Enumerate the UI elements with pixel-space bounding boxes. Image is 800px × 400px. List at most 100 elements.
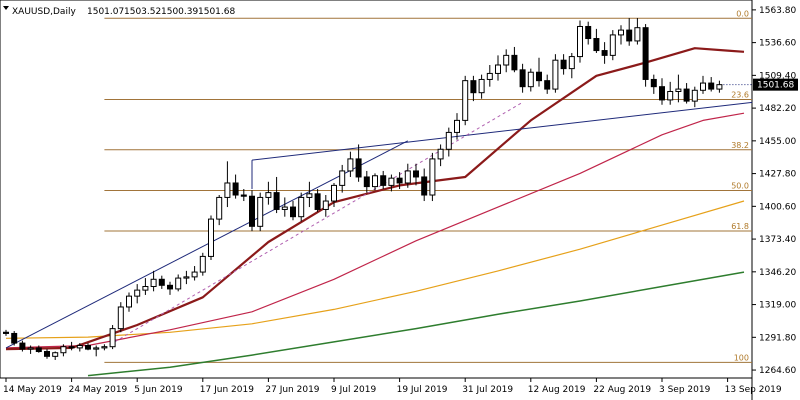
candle-body xyxy=(413,170,419,178)
candle xyxy=(618,25,624,45)
candle-body xyxy=(478,78,485,94)
candle-body xyxy=(429,158,436,196)
candle-body xyxy=(101,346,108,349)
upper-trendline xyxy=(251,101,753,161)
candle-body xyxy=(19,342,26,350)
candle xyxy=(355,144,362,182)
candle-body xyxy=(306,193,313,198)
candle xyxy=(298,192,305,222)
candle-body xyxy=(224,182,231,198)
candle-body xyxy=(322,200,329,210)
candle-body xyxy=(134,289,141,297)
candle-body xyxy=(577,25,583,58)
candle-body xyxy=(68,346,75,349)
candle-body xyxy=(511,54,518,71)
candle xyxy=(183,270,190,285)
candle xyxy=(585,21,592,45)
candle-body xyxy=(659,86,665,101)
collapse-triangle-icon[interactable] xyxy=(3,6,9,10)
sma-100-line xyxy=(5,200,745,339)
candle-body xyxy=(618,29,624,36)
candle-body xyxy=(339,170,346,186)
candle xyxy=(314,189,321,212)
symbol-title: XAUUSD,Daily xyxy=(12,7,76,17)
candle xyxy=(290,201,296,221)
ohlc-high: 1503.52 xyxy=(124,7,161,17)
candle xyxy=(339,164,346,193)
candle xyxy=(11,331,18,346)
candle xyxy=(462,75,469,126)
candle-body xyxy=(191,271,198,278)
candle xyxy=(495,55,501,81)
candle-body xyxy=(208,218,214,257)
candle-body xyxy=(454,119,460,133)
sma-200-line xyxy=(87,271,745,377)
candle-body xyxy=(642,27,649,80)
candle xyxy=(167,281,173,295)
candlesticks xyxy=(3,18,752,360)
candle xyxy=(429,152,436,202)
candle-body xyxy=(183,276,190,279)
candle-body xyxy=(716,84,723,90)
candle-body xyxy=(249,195,255,227)
candle xyxy=(101,344,108,351)
current-price-label: 1501.68 xyxy=(757,81,794,91)
candle xyxy=(593,28,600,53)
candle-body xyxy=(675,88,682,92)
chart-header: XAUUSD,Daily 1501.07 1503.52 1500.39 150… xyxy=(3,6,235,17)
candle xyxy=(35,345,42,353)
candle-body xyxy=(503,54,510,66)
candle xyxy=(3,329,9,336)
candle xyxy=(388,174,395,192)
fib-level-label: 50.0 xyxy=(731,181,749,190)
candle xyxy=(536,57,542,87)
price-tick-label: 1264.60 xyxy=(759,366,796,376)
current-price-box xyxy=(753,78,798,91)
candle-body xyxy=(421,176,428,196)
candle-body xyxy=(470,80,477,94)
candle-body xyxy=(76,344,83,349)
candle-body xyxy=(60,346,67,354)
candle xyxy=(691,86,698,108)
candle-body xyxy=(363,176,370,188)
candle xyxy=(413,163,419,186)
price-tick-label: 1563.80 xyxy=(759,6,796,16)
fib-level-label: 61.8 xyxy=(731,222,749,231)
candle-body xyxy=(462,80,469,121)
candle xyxy=(44,349,50,359)
candle-body xyxy=(11,332,18,344)
candle-body xyxy=(388,177,395,186)
candle-body xyxy=(314,193,321,210)
candle xyxy=(503,49,510,73)
candle-body xyxy=(708,82,715,90)
candle xyxy=(224,161,231,208)
price-tick-label: 1509.40 xyxy=(759,71,796,81)
candle-body xyxy=(593,38,600,52)
time-tick-label: 5 Jun 2019 xyxy=(134,385,183,395)
price-tick-label: 1346.20 xyxy=(759,268,796,278)
candle-body xyxy=(3,331,9,334)
candle-body xyxy=(265,192,272,198)
candle xyxy=(568,52,575,79)
candle xyxy=(560,54,567,75)
candle xyxy=(68,341,75,351)
candle xyxy=(126,292,132,312)
candle xyxy=(683,83,690,104)
candle xyxy=(626,18,633,46)
candle-body xyxy=(437,148,444,160)
candle xyxy=(380,170,387,189)
candle-body xyxy=(167,284,173,290)
candle xyxy=(445,127,452,157)
candle-body xyxy=(240,194,247,197)
candle xyxy=(601,42,608,64)
candle-body xyxy=(175,277,182,290)
time-tick-label: 27 Jun 2019 xyxy=(265,385,319,395)
candle xyxy=(52,351,59,360)
candle-body xyxy=(404,170,411,184)
candle xyxy=(257,192,264,232)
candle-body xyxy=(85,344,91,350)
candle-body xyxy=(52,352,59,357)
price-tick-label: 1536.60 xyxy=(759,39,796,49)
candle-body xyxy=(158,278,165,286)
